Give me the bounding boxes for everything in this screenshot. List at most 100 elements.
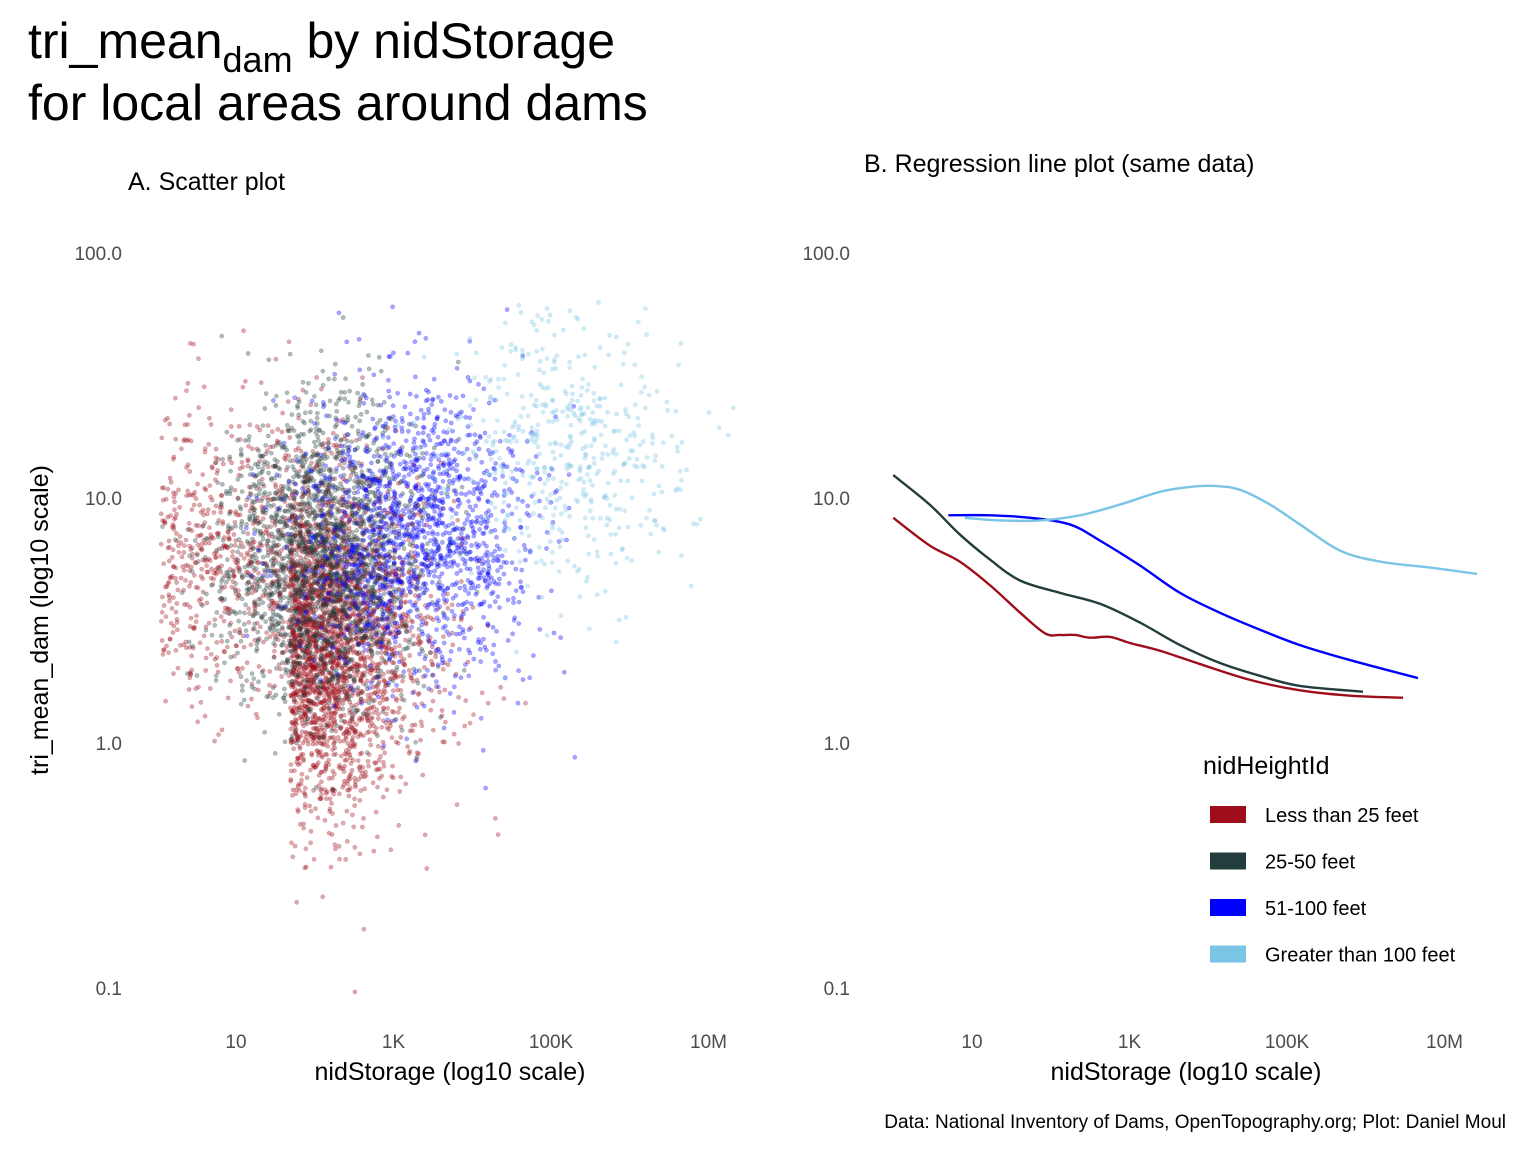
scatter-point [322,818,328,823]
scatter-point [302,865,308,871]
scatter-point [395,740,401,746]
scatter-point [256,664,262,669]
scatter-point [396,823,402,828]
scatter-point [240,384,246,390]
scatter-point [181,550,187,555]
scatter-point [357,399,363,405]
scatter-point [287,351,293,357]
scatter-point [297,788,302,793]
scatter-point [267,669,273,674]
scatter-point [295,783,301,789]
scatter-point [207,686,213,691]
scatter-point [301,709,307,715]
scatter-point [334,522,340,527]
scatter-point [302,661,308,667]
scatter-point [340,671,346,677]
scatter-point [296,670,301,676]
scatter-point [203,487,209,493]
scatter-point [259,669,265,675]
scatter-point [301,825,306,831]
scatter-point [270,695,276,700]
scatter-point [331,376,337,382]
scatter-point [218,584,224,589]
scatter-point [195,719,200,725]
scatter-point [254,583,260,589]
scatter-point [246,586,252,592]
scatter-point [413,512,418,517]
scatter-point [308,699,314,704]
scatter-point [275,506,280,512]
scatter-point [351,664,356,669]
scatter-point [314,673,320,679]
scatter-point [347,645,353,650]
scatter-point [415,640,421,646]
scatter-point [325,590,331,596]
scatter-point [315,553,321,558]
scatter-point [335,448,340,454]
scatter-point [311,439,317,445]
scatter-point [304,775,310,780]
scatter-point [289,560,295,566]
scatter-point [280,626,285,632]
scatter-point [326,528,332,534]
scatter-point [360,711,366,716]
scatter-point [274,585,280,591]
scatter-point [313,785,319,791]
scatter-point [300,669,306,675]
scatter-point [318,740,323,746]
scatter-point [299,618,305,624]
scatter-point [375,681,381,687]
scatter-point [338,521,344,526]
scatter-point [424,522,430,528]
scatter-point [171,507,177,513]
scatter-point [279,429,285,435]
scatter-point [159,594,165,600]
scatter-point [295,807,301,812]
scatter-point [236,423,242,429]
scatter-point [325,639,330,644]
scatter-point [523,700,528,706]
scatter-point [302,522,308,528]
scatter-point [246,620,252,625]
scatter-point [331,791,336,797]
y-tick-label: 10.0 [85,489,122,510]
scatter-point [334,506,340,511]
scatter-point [290,854,296,860]
scatter-point [271,641,277,646]
scatter-point [348,514,354,520]
scatter-point [205,569,211,575]
scatter-point [280,660,285,666]
scatter-point [169,555,175,560]
scatter-point [303,793,308,799]
scatter-point [202,485,207,491]
scatter-point [349,768,355,773]
scatter-point [317,689,323,695]
scatter-point [356,776,362,782]
scatter-point [184,388,189,393]
scatter-point [183,578,188,583]
scatter-point [327,806,333,812]
scatter-point [209,632,215,638]
scatter-point [300,515,306,520]
scatter-point [272,481,278,487]
scatter-point [296,439,302,445]
scatter-point [455,517,461,523]
scatter-point [174,580,180,585]
scatter-point [335,598,341,604]
scatter-point [381,677,387,683]
scatter-point [200,576,206,582]
scatter-point [287,458,293,464]
scatter-point [398,687,404,693]
scatter-point [176,543,181,549]
scatter-point [442,719,448,725]
scatter-point [313,565,318,571]
scatter-point [370,637,376,643]
scatter-point [207,483,213,489]
scatter-point [304,673,310,678]
scatter-point [330,563,335,569]
scatter-point [319,700,325,706]
scatter-point [282,739,288,745]
scatter-point [390,775,396,781]
scatter-point [372,562,378,567]
scatter-point [269,477,274,483]
